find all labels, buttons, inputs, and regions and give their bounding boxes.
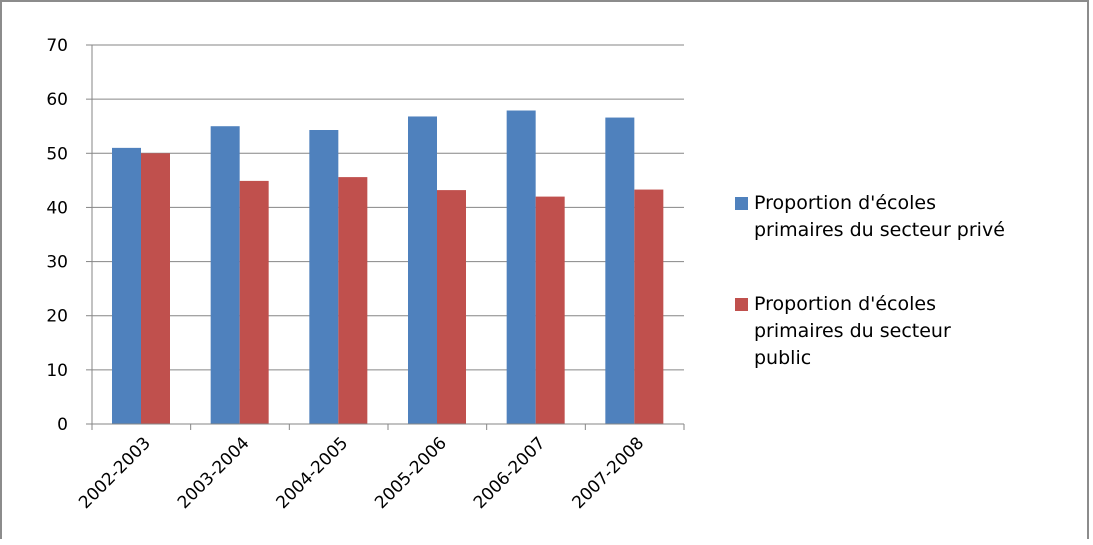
bar-prive-2006-2007 xyxy=(506,110,536,425)
bar-public-2004-2005 xyxy=(338,177,368,424)
x-tick-label: 2006-2007 xyxy=(470,433,550,513)
bar-prive-2004-2005 xyxy=(309,130,339,425)
gridlines xyxy=(92,44,684,371)
bar-public-2002-2003 xyxy=(141,153,170,425)
x-tick-label: 2002-2003 xyxy=(75,433,155,513)
y-axis: 0 10 20 30 40 50 60 70 xyxy=(46,36,93,435)
legend-label: Proportion d'écoles xyxy=(754,192,936,214)
legend: Proportion d'écoles primaires du secteur … xyxy=(735,192,1005,369)
x-tick-label: 2005-2006 xyxy=(371,433,451,513)
x-tick-label: 2007-2008 xyxy=(569,433,649,513)
bar-prive-2002-2003 xyxy=(112,147,141,424)
y-tick-label: 0 xyxy=(57,415,68,435)
y-tick-label: 50 xyxy=(46,144,68,164)
bar-prive-2003-2004 xyxy=(210,126,240,424)
x-tick-label: 2003-2004 xyxy=(174,433,254,513)
legend-label: public xyxy=(754,347,811,369)
bar-public-2005-2006 xyxy=(437,190,466,424)
legend-label: Proportion d'écoles xyxy=(754,293,936,315)
y-tick-label: 10 xyxy=(46,361,68,381)
bar-public-2007-2008 xyxy=(634,189,664,424)
x-axis: 2002-2003 2003-2004 2004-2005 2005-2006 2006… xyxy=(75,423,685,513)
legend-swatch xyxy=(735,298,748,311)
legend-label: primaires du secteur xyxy=(754,320,951,342)
legend-entry-public: Proportion d'écoles primaires du secteur p… xyxy=(735,293,951,369)
y-tick-label: 40 xyxy=(46,198,68,218)
legend-swatch xyxy=(735,197,748,210)
y-tick-label: 20 xyxy=(46,307,68,327)
bars xyxy=(112,110,664,425)
y-tick-label: 30 xyxy=(46,253,68,273)
x-tick-label: 2004-2005 xyxy=(273,433,353,513)
legend-entry-prive: Proportion d'écoles primaires du secteur … xyxy=(735,192,1005,241)
bar-public-2003-2004 xyxy=(239,180,269,424)
bar-public-2006-2007 xyxy=(535,196,565,424)
bar-prive-2005-2006 xyxy=(408,116,437,425)
legend-label: primaires du secteur privé xyxy=(754,219,1005,241)
bar-prive-2007-2008 xyxy=(605,117,635,425)
y-tick-label: 60 xyxy=(46,90,68,110)
y-tick-label: 70 xyxy=(46,36,68,56)
